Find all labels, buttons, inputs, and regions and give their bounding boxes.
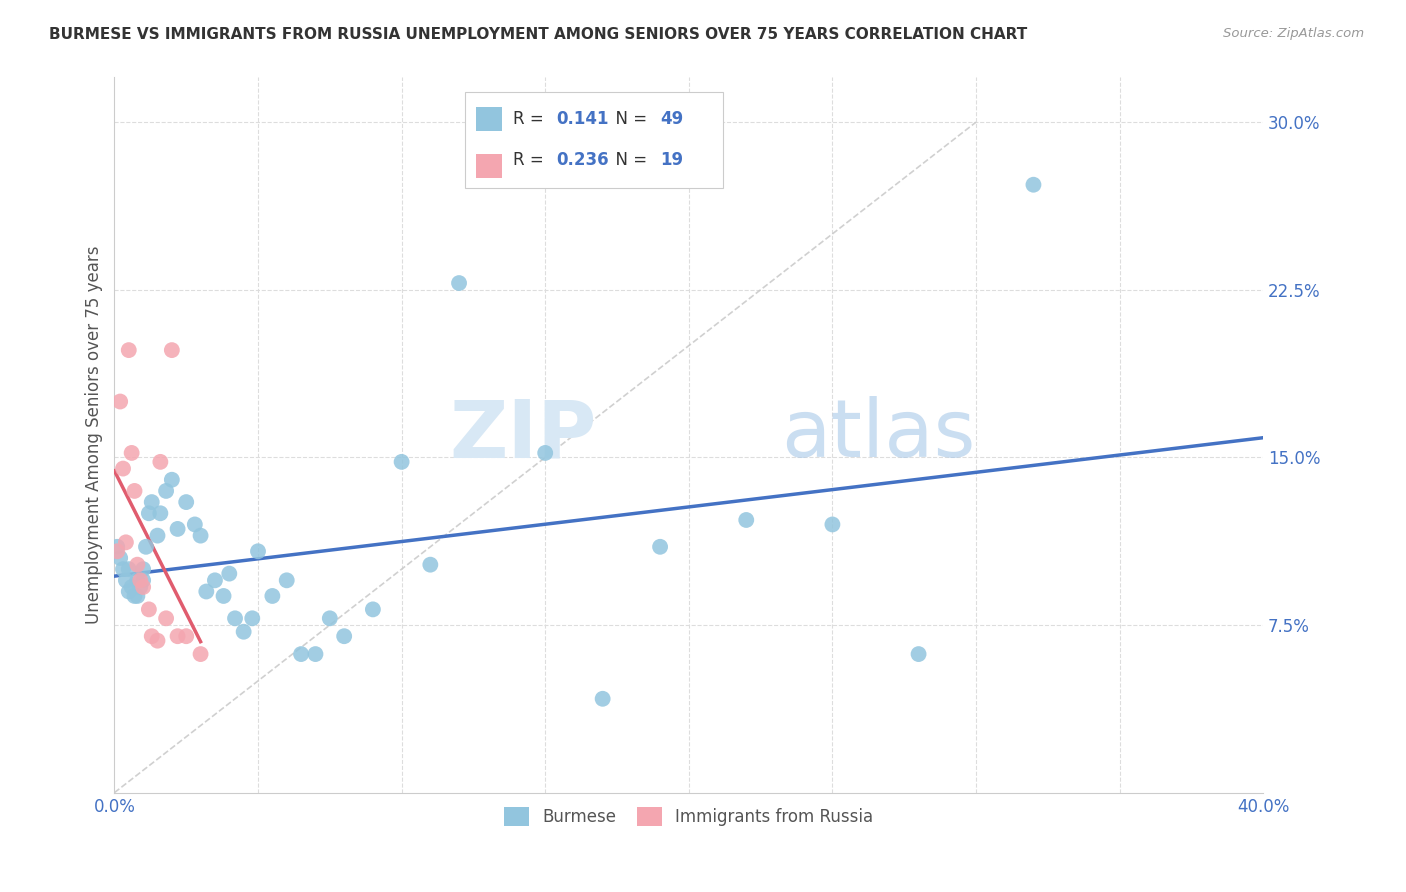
Point: [121, 446, 143, 460]
Point: [118, 562, 141, 576]
Point: [419, 558, 441, 572]
Point: [190, 528, 212, 542]
Bar: [477, 107, 502, 131]
Point: [149, 506, 172, 520]
Text: ZIP: ZIP: [450, 396, 598, 474]
Point: [124, 483, 146, 498]
Point: [224, 611, 246, 625]
Point: [218, 566, 240, 581]
Point: [132, 580, 155, 594]
Text: R =: R =: [513, 110, 550, 128]
Point: [118, 584, 141, 599]
Point: [174, 629, 197, 643]
Point: [262, 589, 284, 603]
Point: [129, 580, 152, 594]
Point: [592, 691, 614, 706]
Point: [166, 629, 188, 643]
Point: [155, 483, 177, 498]
Point: [166, 522, 188, 536]
Point: [138, 506, 160, 520]
Point: [118, 343, 141, 358]
Point: [124, 589, 146, 603]
Point: [112, 461, 135, 475]
Text: 0.141: 0.141: [557, 110, 609, 128]
Point: [141, 495, 163, 509]
Point: [907, 647, 929, 661]
Legend: Burmese, Immigrants from Russia: Burmese, Immigrants from Russia: [496, 798, 882, 834]
Point: [1022, 178, 1045, 192]
Point: [146, 633, 169, 648]
Point: [132, 562, 155, 576]
Point: [212, 589, 235, 603]
Point: [184, 517, 207, 532]
Point: [105, 540, 128, 554]
Point: [204, 574, 226, 588]
Point: [127, 558, 149, 572]
Point: [129, 574, 152, 588]
Point: [333, 629, 356, 643]
Point: [391, 455, 413, 469]
Point: [127, 589, 149, 603]
Point: [319, 611, 342, 625]
Text: 0.236: 0.236: [557, 151, 609, 169]
Point: [534, 446, 557, 460]
Point: [648, 540, 671, 554]
Point: [174, 495, 197, 509]
Point: [108, 551, 131, 566]
Point: [232, 624, 254, 639]
Point: [160, 473, 183, 487]
Point: [247, 544, 270, 558]
Text: Source: ZipAtlas.com: Source: ZipAtlas.com: [1223, 27, 1364, 40]
Point: [735, 513, 758, 527]
Bar: [477, 154, 502, 178]
Point: [160, 343, 183, 358]
Point: [304, 647, 326, 661]
Text: 19: 19: [659, 151, 683, 169]
Point: [195, 584, 218, 599]
Text: atlas: atlas: [780, 396, 976, 474]
Point: [290, 647, 312, 661]
Text: N =: N =: [605, 151, 652, 169]
Point: [276, 574, 298, 588]
Point: [127, 574, 149, 588]
Point: [138, 602, 160, 616]
Point: [240, 611, 263, 625]
Point: [149, 455, 172, 469]
Point: [115, 535, 138, 549]
Point: [146, 528, 169, 542]
Point: [135, 540, 157, 554]
Text: R =: R =: [513, 151, 550, 169]
Point: [361, 602, 384, 616]
Text: N =: N =: [605, 110, 652, 128]
Point: [155, 611, 177, 625]
Point: [121, 580, 143, 594]
Point: [141, 629, 163, 643]
Point: [108, 394, 131, 409]
Point: [821, 517, 844, 532]
Point: [105, 544, 128, 558]
Point: [115, 574, 138, 588]
Point: [112, 562, 135, 576]
Text: 49: 49: [659, 110, 683, 128]
Point: [190, 647, 212, 661]
FancyBboxPatch shape: [465, 92, 723, 188]
Y-axis label: Unemployment Among Seniors over 75 years: Unemployment Among Seniors over 75 years: [86, 246, 103, 624]
Point: [132, 574, 155, 588]
Point: [447, 276, 470, 290]
Text: BURMESE VS IMMIGRANTS FROM RUSSIA UNEMPLOYMENT AMONG SENIORS OVER 75 YEARS CORRE: BURMESE VS IMMIGRANTS FROM RUSSIA UNEMPL…: [49, 27, 1028, 42]
